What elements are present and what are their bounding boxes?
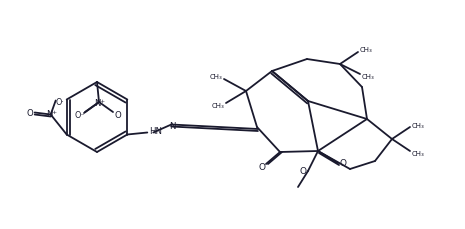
Text: O: O (115, 110, 121, 119)
Text: CH₃: CH₃ (412, 123, 425, 128)
Text: O·: O· (55, 98, 64, 106)
Text: N⁺: N⁺ (46, 109, 57, 118)
Text: N: N (169, 121, 176, 131)
Text: O: O (339, 159, 346, 168)
Text: O⁻: O⁻ (75, 110, 85, 119)
Text: CH₃: CH₃ (412, 150, 425, 156)
Text: CH₃: CH₃ (362, 74, 375, 80)
Text: CH₃: CH₃ (211, 103, 224, 109)
Text: O: O (27, 109, 33, 117)
Text: O: O (299, 167, 306, 176)
Text: N⁺: N⁺ (94, 99, 106, 108)
Text: CH₃: CH₃ (209, 74, 222, 80)
Text: O: O (259, 162, 266, 171)
Text: CH₃: CH₃ (360, 47, 373, 53)
Text: HN: HN (149, 126, 162, 135)
